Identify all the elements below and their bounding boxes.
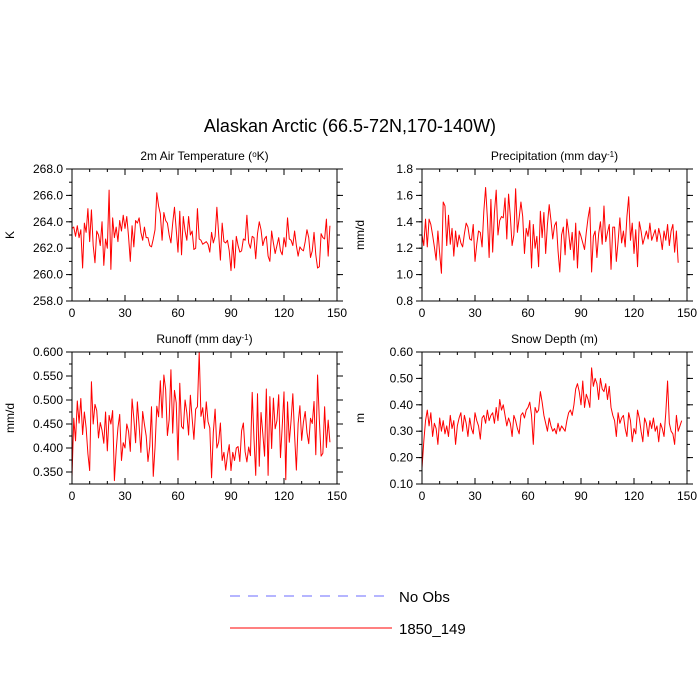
x-tick-label: 60 xyxy=(521,489,535,503)
x-tick-label: 150 xyxy=(327,306,347,320)
panels: 2m Air Temperature (oK) K 0 30 60 90 120 150 258… xyxy=(3,149,697,503)
page-title: Alaskan Arctic (66.5-72N,170-140W) xyxy=(204,116,496,136)
y-tick-label: 1.8 xyxy=(396,162,413,176)
y-tick-label: 1.4 xyxy=(396,215,413,229)
x-tick-label: 90 xyxy=(224,306,238,320)
series-line-1850_149 xyxy=(71,189,331,272)
x-tick-label: 0 xyxy=(419,306,426,320)
series-line-1850_149 xyxy=(421,367,683,469)
x-tick-label: 120 xyxy=(624,306,644,320)
x-tick-label: 0 xyxy=(69,306,76,320)
x-tick-label: 60 xyxy=(171,306,185,320)
y-tick-label: 264.0 xyxy=(33,215,63,229)
y-tick-label: 0.600 xyxy=(33,345,63,359)
plot-frame xyxy=(71,168,338,302)
chart-panel-1: 2m Air Temperature (oK) K 0 30 60 90 120 150 258… xyxy=(3,149,347,320)
series-line-1850_149 xyxy=(71,351,331,482)
x-tick-label: 30 xyxy=(118,306,132,320)
x-tick-label: 90 xyxy=(224,489,238,503)
y-tick-label: 258.0 xyxy=(33,294,63,308)
y-axis-label: K xyxy=(3,231,17,239)
y-tick-label: 0.10 xyxy=(390,477,414,491)
y-tick-label: 262.0 xyxy=(33,241,63,255)
y-tick-label: 0.30 xyxy=(390,424,414,438)
plot-frame xyxy=(421,351,688,485)
panel-title: Snow Depth (m) xyxy=(511,332,598,346)
y-axis-label: mm/d xyxy=(3,403,17,433)
legend: No Obs 1850_149 xyxy=(230,589,466,638)
x-tick-label: 30 xyxy=(468,306,482,320)
chart-panel-2: Precipitation (mm day-1) mm/d 0 30 60 90 120 15… xyxy=(353,149,697,320)
x-tick-label: 150 xyxy=(677,489,697,503)
x-tick-label: 120 xyxy=(274,489,294,503)
x-tick-label: 120 xyxy=(274,306,294,320)
y-tick-label: 1.2 xyxy=(396,241,413,255)
panel-title: Runoff (mm day-1) xyxy=(156,332,252,346)
panel-title: Precipitation (mm day-1) xyxy=(491,149,618,163)
y-tick-label: 0.50 xyxy=(390,371,414,385)
y-tick-label: 0.400 xyxy=(33,441,63,455)
y-tick-label: 0.450 xyxy=(33,417,63,431)
x-tick-label: 0 xyxy=(419,489,426,503)
y-tick-label: 0.60 xyxy=(390,345,414,359)
x-tick-label: 150 xyxy=(677,306,697,320)
x-tick-label: 90 xyxy=(574,306,588,320)
x-tick-label: 0 xyxy=(69,489,76,503)
x-tick-label: 120 xyxy=(624,489,644,503)
plot-frame xyxy=(421,168,688,302)
x-tick-label: 60 xyxy=(171,489,185,503)
legend-label-model: 1850_149 xyxy=(399,621,466,638)
chart-panel-4: Snow Depth (m) m 0 30 60 90 120 150 0.10 0.20 0.30… xyxy=(353,332,697,503)
y-tick-label: 260.0 xyxy=(33,268,63,282)
y-tick-label: 0.20 xyxy=(390,451,414,465)
y-axis-label: mm/d xyxy=(353,220,367,250)
y-tick-label: 0.350 xyxy=(33,465,63,479)
x-tick-label: 150 xyxy=(327,489,347,503)
series-line-1850_149 xyxy=(421,186,679,274)
x-tick-label: 30 xyxy=(468,489,482,503)
y-tick-label: 1.6 xyxy=(396,188,413,202)
plot-frame xyxy=(71,351,338,485)
y-tick-label: 1.0 xyxy=(396,268,413,282)
y-tick-label: 0.550 xyxy=(33,369,63,383)
y-tick-label: 266.0 xyxy=(33,188,63,202)
x-tick-label: 90 xyxy=(574,489,588,503)
x-tick-label: 30 xyxy=(118,489,132,503)
y-tick-label: 0.500 xyxy=(33,393,63,407)
chart-panel-3: Runoff (mm day-1) mm/d 0 30 60 90 120 150 0.350 0… xyxy=(3,332,347,503)
y-axis-label: m xyxy=(353,413,367,423)
y-tick-label: 0.8 xyxy=(396,294,413,308)
y-tick-label: 0.40 xyxy=(390,398,414,412)
y-tick-label: 268.0 xyxy=(33,162,63,176)
panel-title: 2m Air Temperature (oK) xyxy=(140,149,268,163)
legend-label-no-obs: No Obs xyxy=(399,589,450,606)
x-tick-label: 60 xyxy=(521,306,535,320)
